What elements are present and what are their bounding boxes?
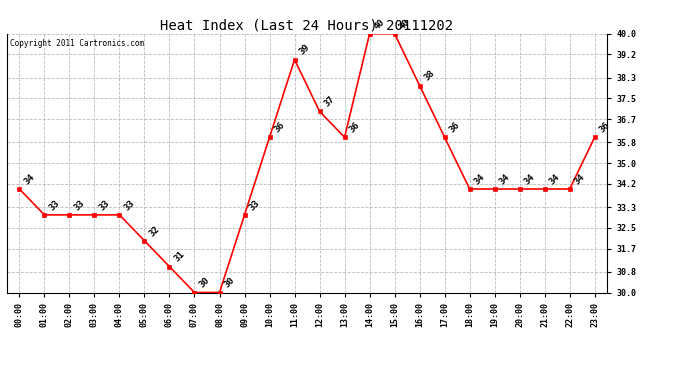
Text: 32: 32 (147, 224, 161, 238)
Text: 36: 36 (447, 120, 462, 135)
Text: 33: 33 (47, 198, 61, 212)
Text: 38: 38 (422, 69, 436, 83)
Text: 36: 36 (347, 120, 362, 135)
Text: 37: 37 (322, 94, 336, 109)
Text: 40: 40 (373, 17, 386, 31)
Text: 40: 40 (397, 17, 411, 31)
Text: 36: 36 (273, 120, 286, 135)
Text: 30: 30 (197, 276, 211, 290)
Text: 33: 33 (122, 198, 136, 212)
Text: 34: 34 (22, 172, 36, 186)
Text: 33: 33 (247, 198, 262, 212)
Text: 33: 33 (72, 198, 86, 212)
Text: 30: 30 (222, 276, 236, 290)
Text: 34: 34 (473, 172, 486, 186)
Text: 31: 31 (172, 250, 186, 264)
Text: 36: 36 (598, 120, 611, 135)
Title: Heat Index (Last 24 Hours) 20111202: Heat Index (Last 24 Hours) 20111202 (161, 19, 453, 33)
Text: 39: 39 (297, 43, 311, 57)
Text: 34: 34 (573, 172, 586, 186)
Text: Copyright 2011 Cartronics.com: Copyright 2011 Cartronics.com (10, 39, 144, 48)
Text: 34: 34 (522, 172, 536, 186)
Text: 34: 34 (547, 172, 562, 186)
Text: 34: 34 (497, 172, 511, 186)
Text: 33: 33 (97, 198, 111, 212)
